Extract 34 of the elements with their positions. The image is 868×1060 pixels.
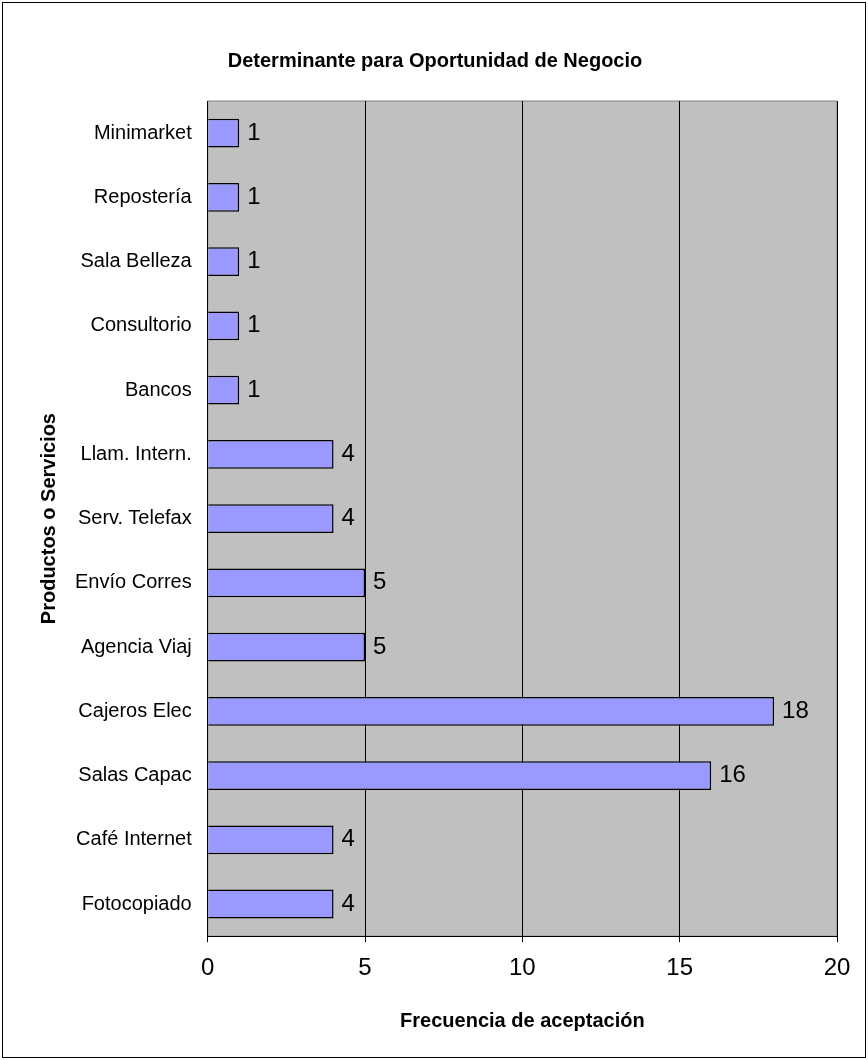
- x-tick-label: 5: [358, 953, 372, 981]
- data-label: 4: [341, 503, 355, 531]
- y-tick-label: Sala Belleza: [80, 249, 193, 272]
- y-tick-label: Repostería: [93, 184, 193, 207]
- y-tick-label: Serv. Telefax: [77, 506, 192, 529]
- y-tick-label: Agencia Viaj: [80, 634, 192, 657]
- data-label: 4: [341, 824, 355, 852]
- x-tick-label: 10: [509, 953, 536, 981]
- y-tick-label: Bancos: [124, 377, 192, 400]
- data-label: 4: [341, 438, 355, 466]
- y-tick-label: Salas Capac: [78, 763, 192, 786]
- data-label: 1: [247, 181, 261, 209]
- data-label: 18: [782, 695, 809, 723]
- x-tick-label: 0: [201, 953, 215, 981]
- y-tick-label: Consultorio: [90, 313, 192, 336]
- data-label: 1: [247, 310, 261, 338]
- chart-title: Determinante para Oportunidad de Negocio: [227, 48, 643, 71]
- x-axis-title: Frecuencia de aceptación: [400, 1008, 645, 1031]
- data-label: 16: [719, 760, 746, 788]
- data-label: 1: [247, 374, 261, 402]
- y-tick-label: Café Internet: [76, 827, 193, 850]
- data-label: 1: [247, 117, 261, 145]
- data-label: 1: [247, 246, 261, 274]
- x-tick-label: 15: [666, 953, 694, 981]
- y-tick-label: Minimarket: [93, 120, 193, 143]
- y-tick-label: Envío Corres: [74, 570, 192, 593]
- y-tick-label: Llam. Intern.: [80, 441, 192, 464]
- y-axis-title: Productos o Servicios: [36, 413, 59, 625]
- data-label: 5: [373, 631, 387, 659]
- y-tick-label: Cajeros Elec: [78, 698, 192, 721]
- x-tick-label: 20: [823, 953, 851, 981]
- data-label: 4: [341, 888, 355, 916]
- y-tick-label: Fotocopiado: [81, 891, 192, 914]
- data-label: 5: [373, 567, 387, 595]
